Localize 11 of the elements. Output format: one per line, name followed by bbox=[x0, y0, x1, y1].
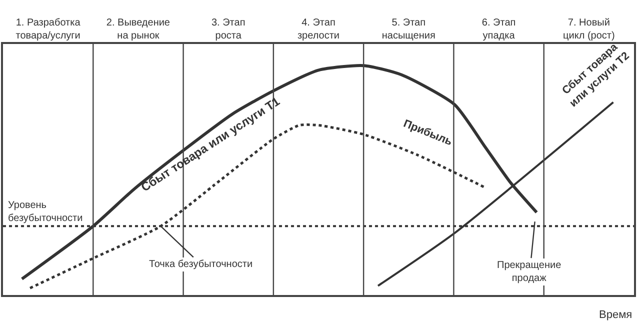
x-tick-label: 4. Этап зрелости bbox=[297, 17, 340, 42]
ref-line-label: Уровень безубыточности bbox=[8, 200, 83, 224]
x-axis-title: Время bbox=[599, 309, 632, 321]
x-tick-label: 7. Новый цикл (рост) bbox=[563, 17, 615, 42]
x-tick-label: 3. Этап роста bbox=[211, 17, 246, 42]
annotation: Точка безубыточности bbox=[149, 259, 253, 270]
x-tick-label: 2. Выведение на рынок bbox=[106, 17, 170, 42]
x-tick-label: 6. Этап упадка bbox=[482, 17, 516, 42]
x-tick-label: 1. Разработка товара/услуги bbox=[16, 17, 81, 42]
annotation: Прекращение продаж bbox=[497, 260, 562, 284]
x-tick-label: 5. Этап насыщения bbox=[382, 17, 436, 42]
